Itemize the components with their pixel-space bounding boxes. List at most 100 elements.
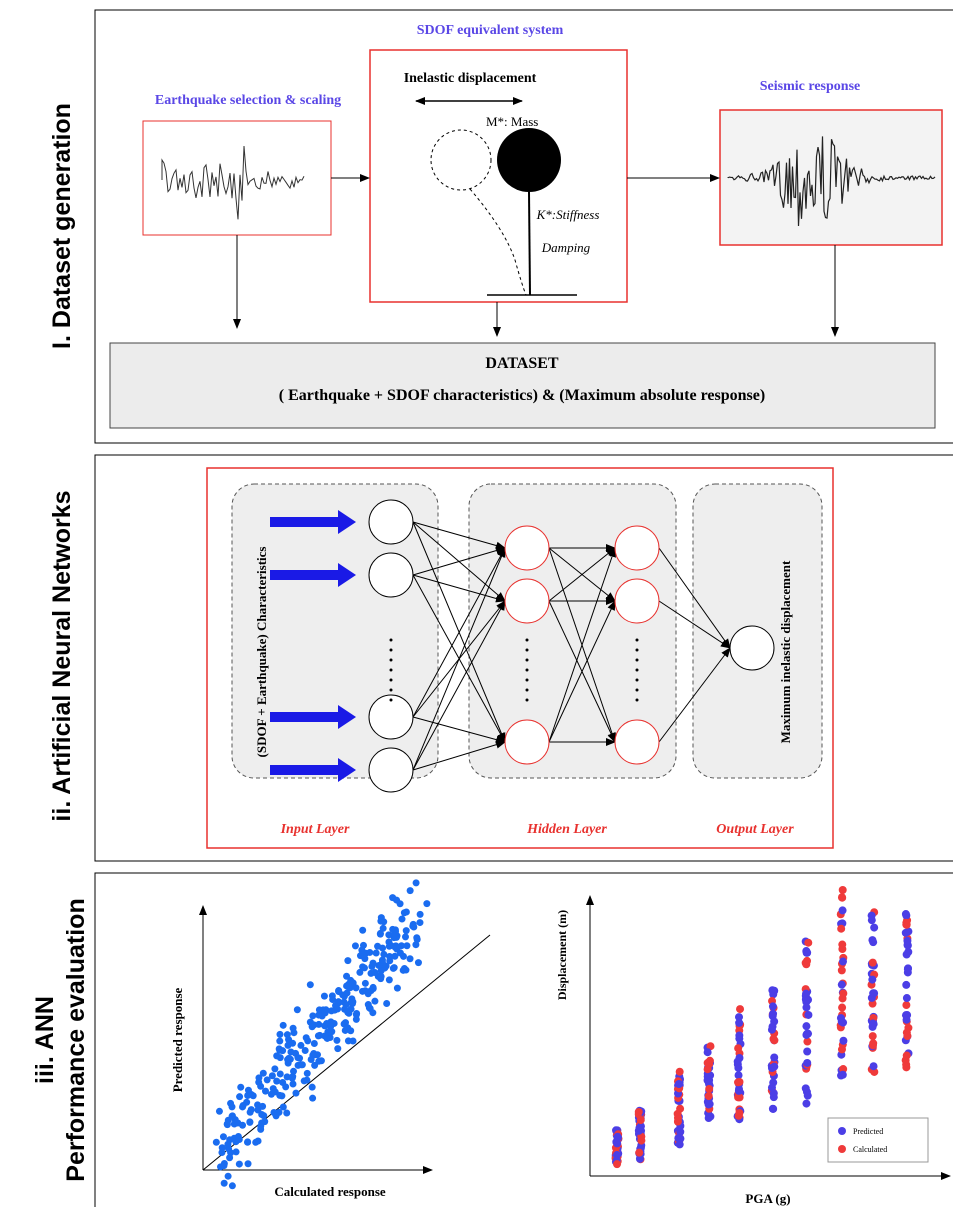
- point: [344, 957, 351, 964]
- ellipsis-dot: [636, 689, 639, 692]
- point: [674, 1114, 682, 1122]
- point: [869, 1020, 877, 1028]
- point: [276, 1092, 283, 1099]
- point: [769, 1035, 777, 1043]
- ellipsis-dot: [526, 699, 529, 702]
- point: [870, 1062, 878, 1070]
- point: [839, 906, 847, 914]
- point: [239, 1122, 246, 1129]
- point: [277, 1054, 284, 1061]
- point: [768, 986, 776, 994]
- ellipsis-dot: [526, 649, 529, 652]
- point: [294, 1006, 301, 1013]
- hidden-neuron: [505, 526, 549, 570]
- point: [370, 985, 377, 992]
- input-layer-label: Input Layer: [280, 822, 350, 837]
- point: [235, 1133, 242, 1140]
- point: [706, 1113, 714, 1121]
- point: [675, 1080, 683, 1088]
- point: [292, 1090, 299, 1097]
- point: [247, 1109, 254, 1116]
- point: [309, 1023, 316, 1030]
- point: [377, 930, 384, 937]
- point: [804, 1092, 812, 1100]
- ellipsis-dot: [636, 679, 639, 682]
- point: [287, 1049, 294, 1056]
- hidden-neuron: [615, 579, 659, 623]
- ellipsis-dot: [636, 639, 639, 642]
- point: [869, 959, 877, 967]
- point: [316, 1006, 323, 1013]
- ellipsis-dot: [526, 679, 529, 682]
- point: [903, 1052, 911, 1060]
- point: [736, 1005, 744, 1013]
- point: [394, 985, 401, 992]
- damping-label: Damping: [541, 240, 591, 255]
- point: [335, 987, 342, 994]
- ellipsis-dot: [636, 669, 639, 672]
- point: [902, 929, 910, 937]
- ellipsis-dot: [390, 659, 393, 662]
- point: [279, 1079, 286, 1086]
- point: [802, 990, 810, 998]
- point: [676, 1068, 684, 1076]
- point: [284, 1031, 291, 1038]
- point: [367, 970, 374, 977]
- point: [269, 1072, 276, 1079]
- point: [838, 1045, 846, 1053]
- input-neuron: [369, 500, 413, 544]
- point: [837, 1014, 845, 1022]
- y-label: Predicted response: [170, 987, 185, 1092]
- point: [903, 1011, 911, 1019]
- point: [279, 1047, 286, 1054]
- point: [327, 1018, 334, 1025]
- point: [227, 1149, 234, 1156]
- point: [333, 1037, 340, 1044]
- point: [240, 1102, 247, 1109]
- point: [838, 981, 846, 989]
- point: [391, 964, 398, 971]
- point: [613, 1160, 621, 1168]
- point: [770, 1053, 778, 1061]
- point: [334, 1045, 341, 1052]
- point: [635, 1149, 643, 1157]
- point: [375, 962, 382, 969]
- point: [704, 1059, 712, 1067]
- input-desc: (SDOF + Earthquake) Characteristics: [254, 547, 269, 758]
- point: [868, 916, 876, 924]
- point: [769, 1023, 777, 1031]
- point: [869, 938, 877, 946]
- point: [277, 1070, 284, 1077]
- hidden-neuron: [505, 720, 549, 764]
- point: [213, 1139, 220, 1146]
- point: [321, 993, 328, 1000]
- point: [903, 921, 911, 929]
- point: [803, 1059, 811, 1067]
- point: [735, 1087, 743, 1095]
- point: [236, 1093, 243, 1100]
- point: [270, 1085, 277, 1092]
- mass-label: M*: Mass: [486, 114, 538, 129]
- point: [229, 1182, 236, 1189]
- point: [353, 1010, 360, 1017]
- point: [391, 930, 398, 937]
- point: [335, 998, 342, 1005]
- point: [802, 1100, 810, 1108]
- sdof-box: [370, 50, 627, 302]
- point: [315, 1021, 322, 1028]
- point: [258, 1111, 265, 1118]
- ellipsis-dot: [636, 659, 639, 662]
- point: [802, 1003, 810, 1011]
- point: [735, 1071, 743, 1079]
- point: [216, 1108, 223, 1115]
- y-label: Displacement (m): [555, 910, 569, 1000]
- input-neuron: [369, 553, 413, 597]
- ellipsis-dot: [390, 639, 393, 642]
- point: [315, 1058, 322, 1065]
- point: [379, 945, 386, 952]
- point: [307, 981, 314, 988]
- point: [226, 1136, 233, 1143]
- point: [221, 1180, 228, 1187]
- ellipsis-dot: [526, 669, 529, 672]
- point: [248, 1091, 255, 1098]
